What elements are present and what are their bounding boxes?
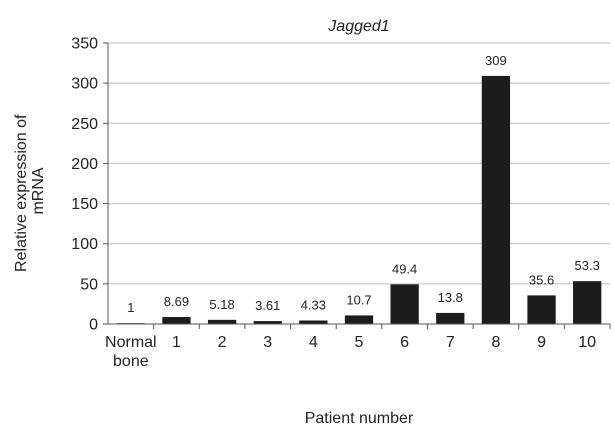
- x-tick-label-6-line-0: 6: [400, 334, 409, 351]
- x-tick-label-8: 8: [491, 334, 500, 351]
- data-label-0: 1: [127, 300, 134, 315]
- x-tick-label-3: 3: [263, 334, 272, 351]
- x-tick-label-6: 6: [400, 334, 409, 351]
- axes: [103, 42, 611, 329]
- y-tick-label-250: 250: [71, 116, 98, 133]
- y-tick-label-100: 100: [71, 236, 98, 253]
- data-label-3: 3.61: [255, 298, 280, 313]
- x-tick-label-10-line-0: 10: [578, 334, 596, 351]
- chart-title: Jagged1: [327, 18, 389, 35]
- x-tick-label-10: 10: [578, 334, 596, 351]
- data-label-5: 10.7: [346, 292, 371, 307]
- bar-6: [390, 284, 419, 324]
- labels: 0 50 100 150 200 250 300 350 1 Normal bone 8.69 1 5.1…: [71, 36, 600, 371]
- x-tick-label-4: 4: [309, 334, 318, 351]
- bar-4: [299, 320, 328, 324]
- x-tick-label-8-line-0: 8: [491, 334, 500, 351]
- x-tick-label-2: 2: [218, 334, 227, 351]
- x-tick-label-9-line-0: 9: [537, 334, 546, 351]
- x-tick-label-0-line-1: bone: [113, 353, 149, 370]
- x-tick-label-0-line-0: Normal: [105, 334, 157, 351]
- bar-1: [162, 317, 191, 324]
- data-label-8: 309: [485, 53, 507, 68]
- y-tick-label-350: 350: [71, 36, 98, 53]
- bar-2: [207, 319, 237, 324]
- x-tick-label-4-line-0: 4: [309, 334, 318, 351]
- x-tick-label-2-line-0: 2: [218, 334, 227, 351]
- y-axis-title: Relative expression of mRNA: [13, 110, 47, 272]
- bar-8: [481, 75, 511, 324]
- x-tick-label-3-line-0: 3: [263, 334, 272, 351]
- y-tick-label-0: 0: [89, 317, 98, 334]
- bar-7: [436, 312, 465, 324]
- y-axis-title-line-2: mRNA: [30, 167, 47, 214]
- y-axis-title-line-1: Relative expression of: [13, 114, 30, 272]
- data-label-4: 4.33: [301, 298, 326, 313]
- data-label-7: 13.8: [438, 290, 463, 305]
- data-label-6: 49.4: [392, 261, 417, 276]
- data-label-1: 8.69: [164, 294, 189, 309]
- bar-9: [527, 295, 556, 324]
- data-label-2: 5.18: [209, 297, 234, 312]
- x-tick-label-5-line-0: 5: [355, 334, 364, 351]
- bar-5: [344, 315, 374, 324]
- x-tick-label-0: Normal bone: [105, 334, 157, 370]
- y-tick-label-50: 50: [80, 276, 98, 293]
- data-label-10: 53.3: [575, 258, 600, 273]
- y-tick-label-150: 150: [71, 196, 98, 213]
- bar-10: [573, 281, 602, 324]
- x-tick-label-7: 7: [446, 334, 455, 351]
- x-tick-label-1-line-0: 1: [172, 334, 181, 351]
- x-axis-title: Patient number: [305, 410, 414, 427]
- bar-3: [253, 321, 282, 324]
- x-tick-label-9: 9: [537, 334, 546, 351]
- y-tick-label-300: 300: [71, 76, 98, 93]
- x-tick-label-1: 1: [172, 334, 181, 351]
- y-tick-label-200: 200: [71, 156, 98, 173]
- gridlines: [108, 42, 610, 285]
- bars: [116, 75, 602, 324]
- data-label-9: 35.6: [529, 272, 554, 287]
- x-tick-label-5: 5: [355, 334, 364, 351]
- x-tick-label-7-line-0: 7: [446, 334, 455, 351]
